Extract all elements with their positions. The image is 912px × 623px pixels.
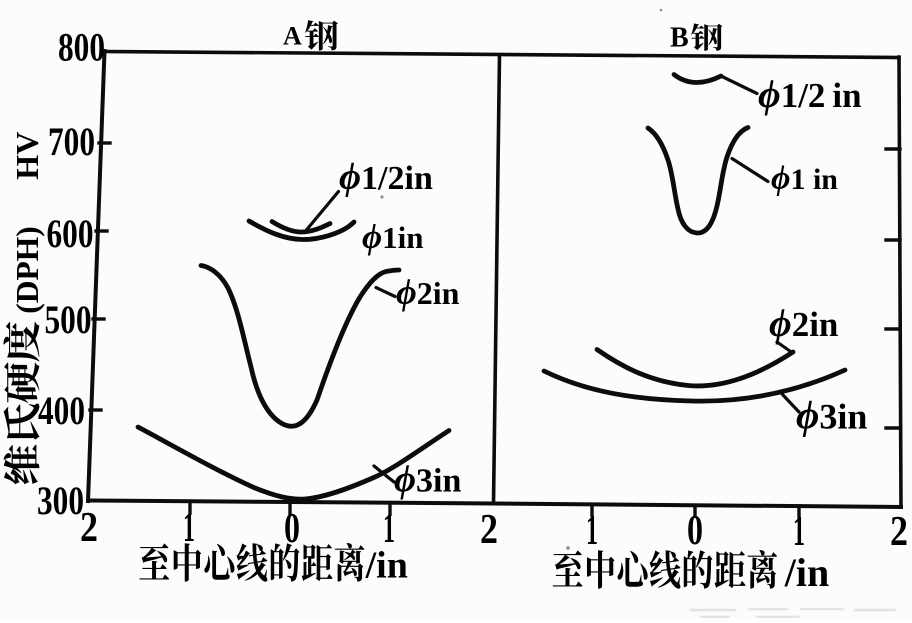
svg-text:(DPH): (DPH): [10, 226, 45, 313]
svg-text:1: 1: [383, 506, 395, 552]
svg-text:ϕ1/2in: ϕ1/2in: [339, 156, 433, 198]
svg-text:ϕ1in: ϕ1in: [362, 217, 423, 256]
svg-text:400: 400: [38, 388, 85, 433]
svg-text:B: B: [670, 23, 689, 54]
svg-text:ϕ3in: ϕ3in: [796, 393, 867, 438]
svg-text:ϕ1/2 in: ϕ1/2 in: [758, 73, 862, 116]
svg-text:1: 1: [586, 508, 598, 554]
svg-text:HV: HV: [9, 132, 45, 180]
svg-text:600: 600: [47, 211, 94, 256]
svg-text:0: 0: [284, 506, 300, 552]
svg-text:ϕ2in: ϕ2in: [769, 302, 838, 345]
svg-text:2: 2: [80, 505, 98, 551]
svg-text:ϕ1 in: ϕ1 in: [771, 160, 838, 197]
svg-text:A: A: [283, 22, 302, 51]
svg-text:300: 300: [37, 478, 84, 523]
svg-text:2: 2: [890, 509, 908, 555]
svg-text:/in: /in: [365, 545, 408, 587]
svg-text:ϕ2in: ϕ2in: [396, 272, 460, 312]
svg-text:0: 0: [687, 508, 703, 554]
svg-text:1: 1: [183, 505, 195, 551]
svg-text:1: 1: [793, 509, 805, 555]
svg-text:ϕ3in: ϕ3in: [394, 459, 461, 501]
svg-text:800: 800: [58, 25, 105, 70]
svg-text:/in: /in: [784, 550, 829, 595]
svg-text:2: 2: [480, 507, 498, 553]
svg-text:500: 500: [45, 297, 92, 342]
svg-text:700: 700: [48, 119, 95, 164]
